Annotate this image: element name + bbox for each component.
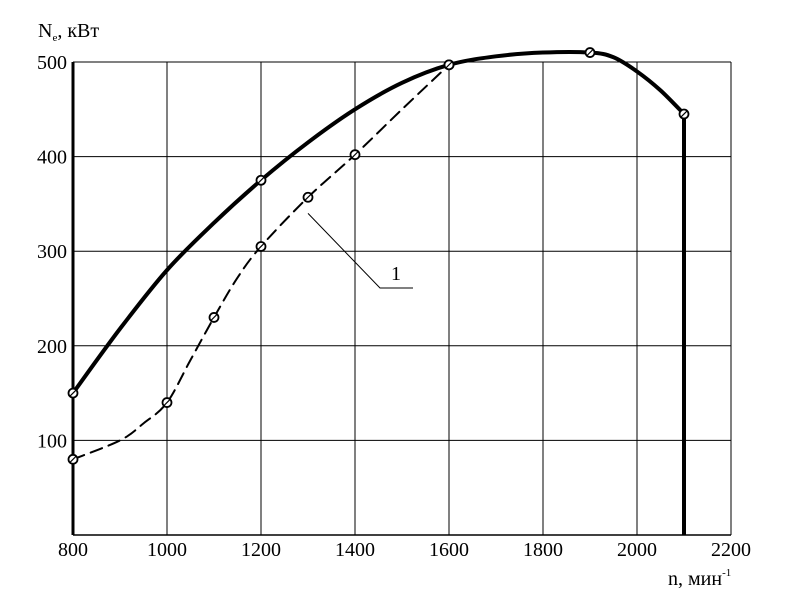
x-tick-label: 2200 <box>711 539 751 561</box>
y-tick-label: 400 <box>37 147 67 169</box>
markers-layer <box>67 47 690 465</box>
x-axis-label: n, мин <box>668 568 722 590</box>
data-point-slash <box>680 110 688 118</box>
series-line-solid <box>71 50 686 396</box>
data-point-slash <box>69 455 77 463</box>
data-point-slash <box>304 193 312 201</box>
data-point-slash <box>257 242 265 251</box>
data-point-slash <box>210 313 218 322</box>
tick-labels: 800 1000 1200 1400 1600 1800 2000 2200100200300… <box>37 52 751 561</box>
x-tick-label: 2000 <box>617 539 657 561</box>
y-tick-label: 500 <box>37 52 67 74</box>
data-point-slash <box>586 48 594 57</box>
y-tick-label: 200 <box>37 336 67 358</box>
x-axis-superscript: -1 <box>722 567 731 579</box>
y-axis-subscript: e <box>52 32 57 44</box>
annotation-label: 1 <box>391 263 401 285</box>
y-axis-symbol: N <box>38 20 52 42</box>
x-tick-label: 1000 <box>147 539 187 561</box>
data-point-slash <box>351 151 359 159</box>
data-point-slash <box>69 389 77 397</box>
y-tick-label: 300 <box>37 241 67 263</box>
y-axis-title: Ne, кВт <box>38 20 99 44</box>
x-tick-label: 1200 <box>241 539 281 561</box>
axes <box>71 62 731 536</box>
x-tick-label: 800 <box>58 539 88 561</box>
data-point-slash <box>257 176 265 184</box>
data-point-slash <box>163 398 171 407</box>
series-line-dashed <box>72 63 450 461</box>
y-axis-unit: , кВт <box>57 20 99 42</box>
data-point-slash <box>445 61 453 69</box>
x-axis-title: n, мин-1 <box>668 567 731 590</box>
x-tick-label: 1400 <box>335 539 375 561</box>
annotations: 1 <box>307 213 413 289</box>
x-tick-label: 1800 <box>523 539 563 561</box>
y-tick-label: 100 <box>37 430 67 452</box>
x-tick-label: 1600 <box>429 539 469 561</box>
annotation-leader <box>307 213 413 289</box>
series-layer <box>71 50 686 535</box>
grid <box>73 61 732 535</box>
